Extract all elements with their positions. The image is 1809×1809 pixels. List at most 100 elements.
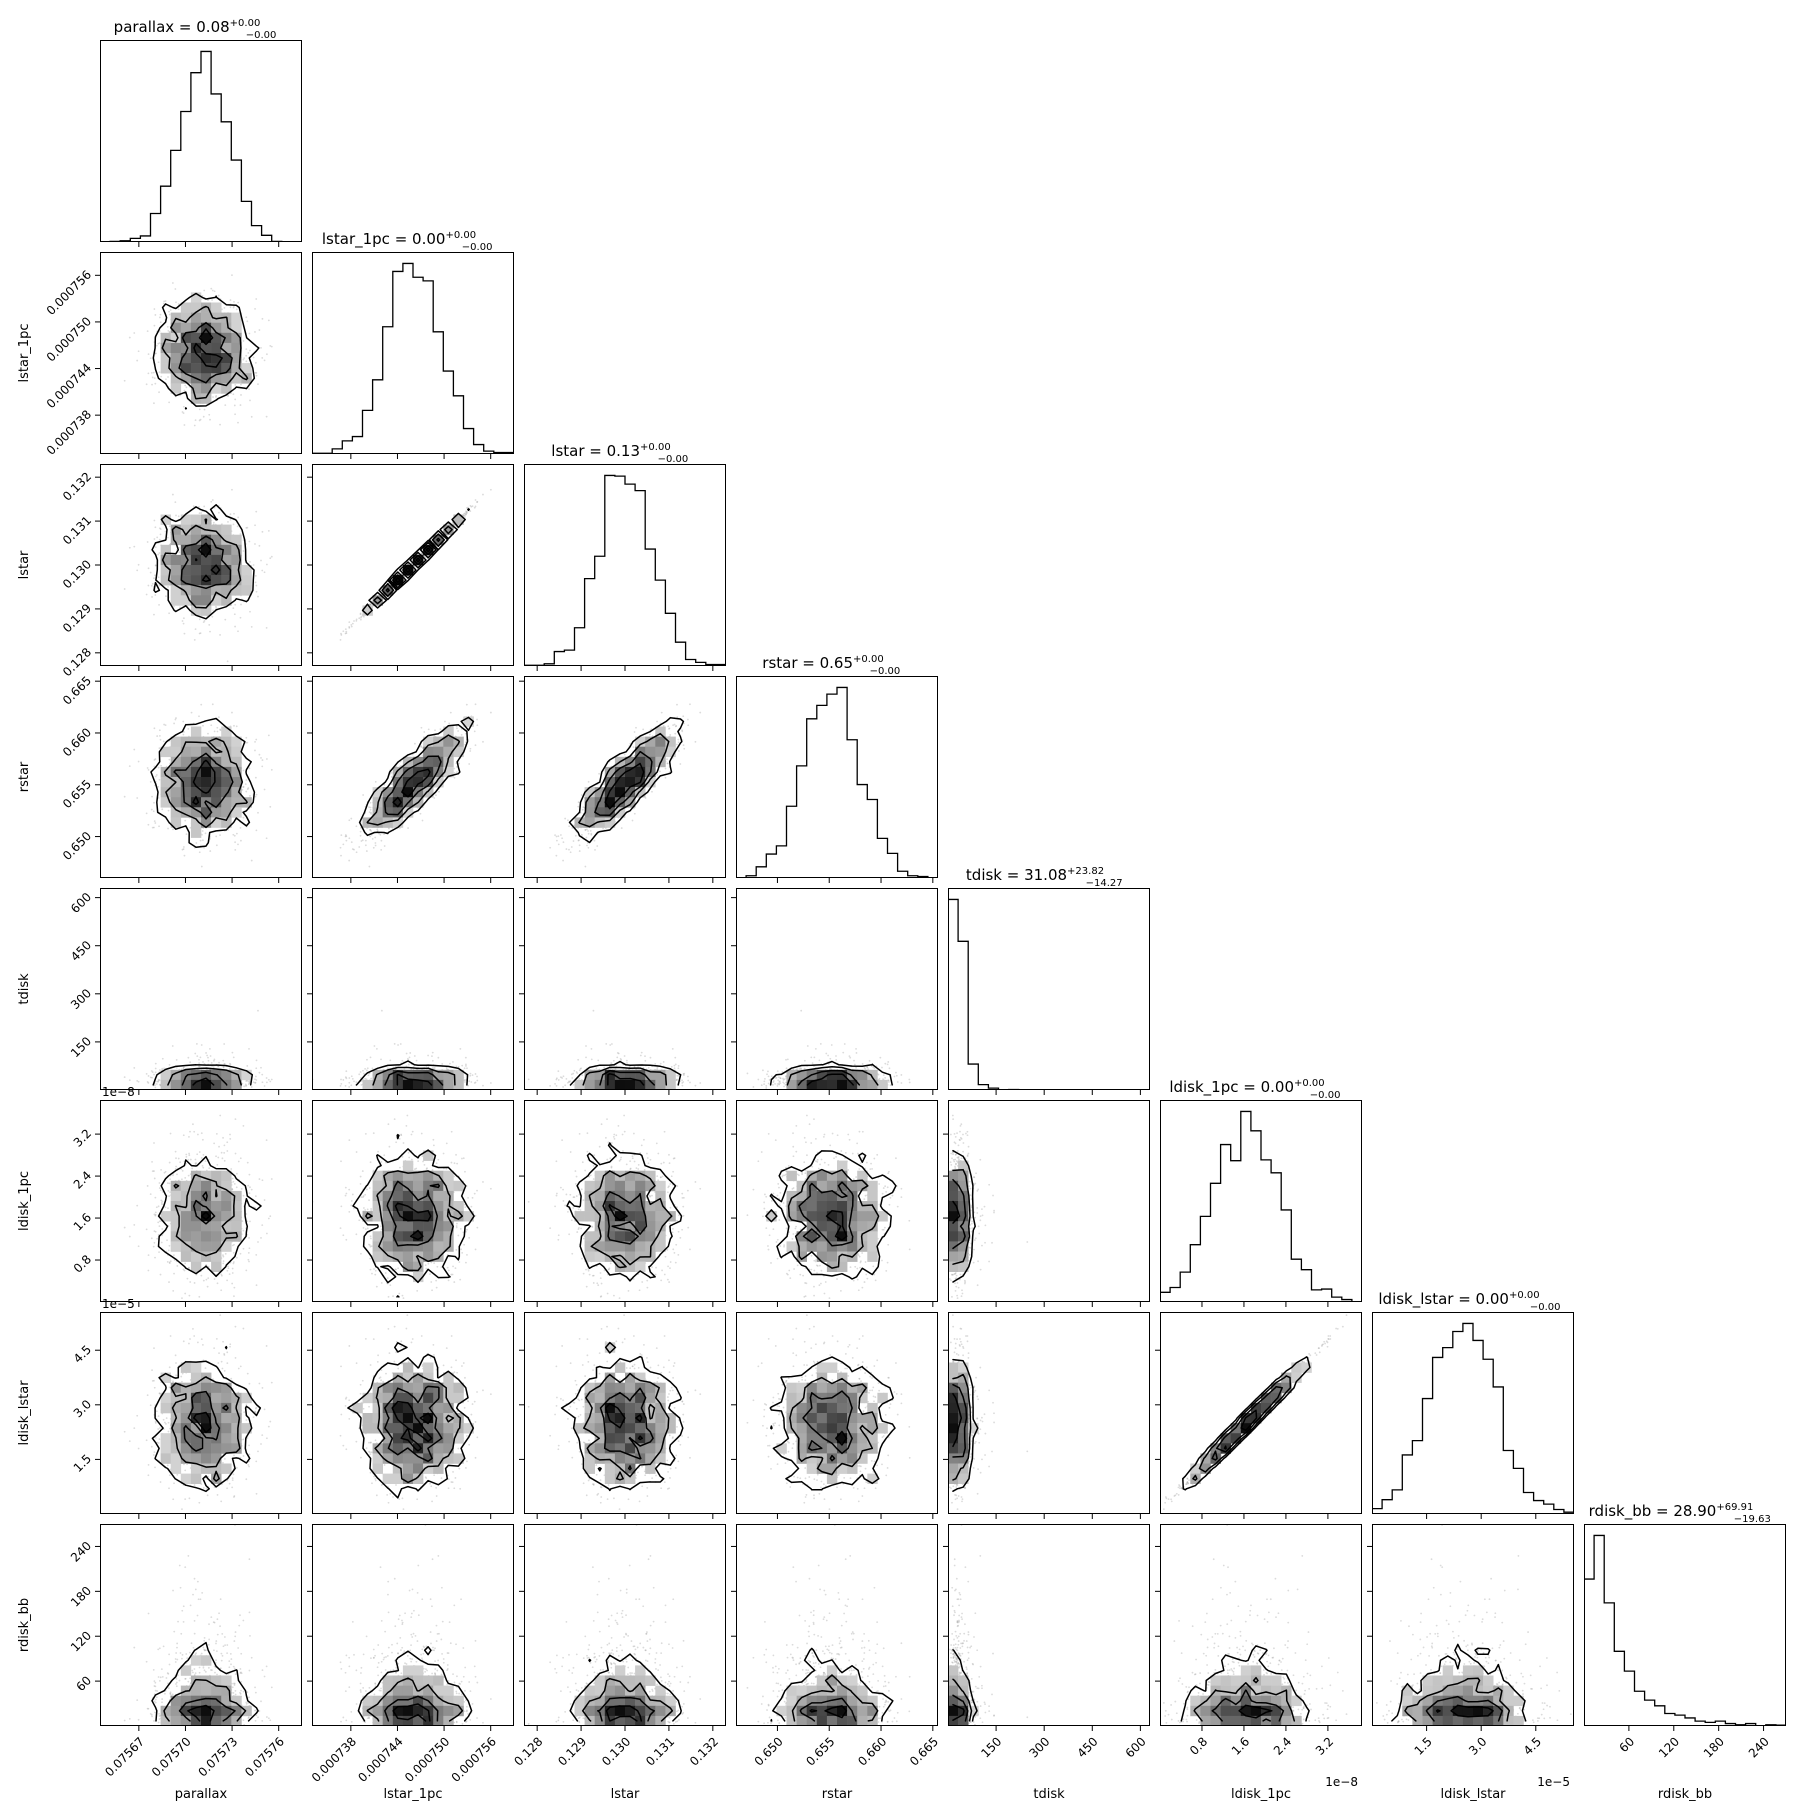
sample-point bbox=[154, 758, 157, 760]
sample-point bbox=[179, 606, 182, 609]
sample-point bbox=[254, 371, 257, 374]
sample-point bbox=[217, 294, 220, 297]
sample-point bbox=[369, 801, 372, 804]
sample-point bbox=[234, 603, 237, 606]
density-cell bbox=[201, 312, 212, 323]
sample-point bbox=[160, 375, 163, 378]
sample-point bbox=[254, 574, 257, 577]
sample-point bbox=[168, 612, 171, 615]
sample-point bbox=[261, 765, 264, 768]
density-cell bbox=[382, 585, 394, 596]
sample-point bbox=[245, 790, 248, 793]
sample-point bbox=[242, 550, 245, 552]
sample-point bbox=[390, 771, 393, 774]
sample-point bbox=[388, 827, 390, 830]
density-cell bbox=[160, 544, 171, 556]
histogram-lstar_1pc bbox=[312, 262, 514, 454]
contour-level-2 bbox=[161, 518, 242, 609]
sample-point bbox=[164, 724, 167, 727]
sample-point bbox=[267, 734, 270, 737]
density-cell bbox=[443, 736, 454, 747]
sample-point bbox=[237, 421, 239, 424]
sample-point bbox=[212, 396, 214, 398]
sample-point bbox=[460, 733, 463, 736]
density-cell bbox=[211, 554, 222, 566]
density-cell bbox=[402, 766, 414, 778]
density-cell bbox=[433, 746, 444, 758]
sample-point bbox=[153, 308, 156, 310]
sample-point bbox=[270, 345, 273, 348]
sample-point bbox=[355, 851, 358, 854]
sample-point bbox=[204, 832, 207, 835]
density-cell bbox=[201, 807, 212, 818]
sample-point bbox=[240, 383, 242, 386]
sample-point bbox=[147, 353, 150, 356]
sample-point bbox=[248, 540, 251, 543]
density-cell bbox=[231, 756, 242, 768]
y-tick-label: 0.131 bbox=[60, 513, 94, 547]
sample-point bbox=[211, 289, 214, 292]
sample-point bbox=[182, 405, 185, 408]
sample-point bbox=[158, 729, 161, 732]
sample-point bbox=[210, 287, 213, 290]
sample-point bbox=[166, 536, 169, 539]
density-cell bbox=[160, 565, 171, 576]
sample-point bbox=[350, 623, 353, 626]
sample-point bbox=[209, 418, 211, 421]
sample-point bbox=[157, 766, 160, 769]
sample-point bbox=[434, 729, 436, 732]
sample-point bbox=[198, 408, 201, 411]
y-tick-label: 0.000744 bbox=[44, 361, 94, 411]
sample-point bbox=[227, 394, 229, 397]
sample-point bbox=[245, 354, 248, 357]
sample-point bbox=[667, 725, 670, 728]
sample-point bbox=[162, 740, 165, 743]
density-cell bbox=[231, 332, 242, 344]
density-cell bbox=[190, 585, 202, 596]
density-cell bbox=[190, 595, 202, 606]
sample-point bbox=[153, 577, 155, 580]
sample-point bbox=[258, 753, 261, 756]
density-cell bbox=[221, 363, 232, 374]
sample-point bbox=[153, 377, 156, 380]
sample-point bbox=[123, 379, 126, 382]
sample-point bbox=[244, 742, 247, 744]
sample-point bbox=[147, 372, 150, 375]
density-cell bbox=[443, 524, 454, 535]
sample-point bbox=[587, 832, 590, 835]
panel-frame bbox=[312, 676, 514, 878]
sample-point bbox=[158, 747, 161, 750]
sample-point bbox=[362, 794, 365, 796]
sample-point bbox=[344, 834, 347, 836]
panel-frame bbox=[312, 464, 514, 666]
title-minus-parallax: −0.00 bbox=[246, 30, 277, 41]
sample-point bbox=[168, 330, 171, 333]
sample-point bbox=[370, 830, 373, 832]
density-cell bbox=[231, 575, 242, 586]
sample-point bbox=[152, 810, 155, 813]
density-cell bbox=[190, 726, 202, 737]
sample-point bbox=[369, 828, 371, 831]
density-cell bbox=[211, 544, 222, 556]
sample-point bbox=[245, 736, 248, 739]
sample-point bbox=[244, 783, 247, 786]
sample-point bbox=[232, 833, 235, 836]
sample-point bbox=[260, 559, 262, 562]
sample-point bbox=[420, 745, 422, 748]
sample-point bbox=[368, 806, 370, 809]
sample-point bbox=[235, 725, 238, 728]
density-cell bbox=[190, 322, 202, 334]
density-cell bbox=[392, 575, 404, 586]
density-cell bbox=[170, 383, 182, 394]
sample-point bbox=[154, 822, 157, 824]
density-cell bbox=[433, 766, 444, 778]
sample-point bbox=[239, 404, 242, 406]
sample-point bbox=[157, 342, 160, 345]
sample-point bbox=[181, 620, 184, 622]
density-cell bbox=[221, 524, 232, 535]
sample-point bbox=[419, 812, 422, 815]
sample-point bbox=[174, 288, 177, 290]
sample-point bbox=[391, 783, 393, 786]
density-cell bbox=[190, 797, 202, 808]
density-cell bbox=[423, 756, 434, 768]
